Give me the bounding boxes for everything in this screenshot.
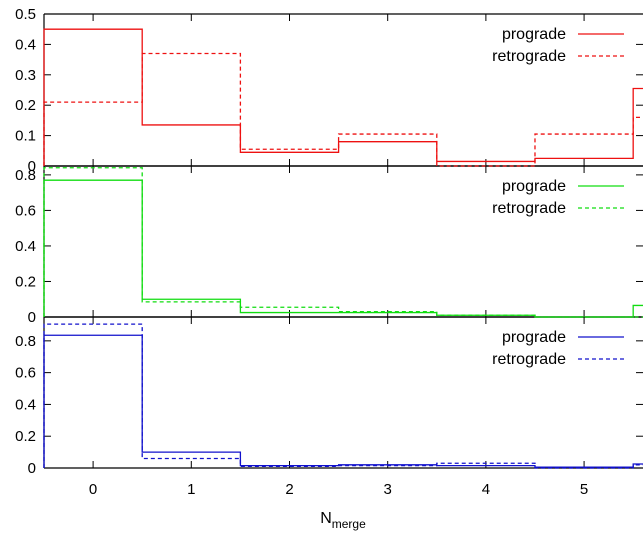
y-tick-label: 0 [28, 460, 36, 477]
panel-1: 0 0.1 0.2 0.3 0.4 0.5 prograde retrograde [15, 6, 643, 175]
y-tick-label: 0.4 [15, 36, 36, 53]
x-tick-label: 1 [187, 481, 195, 498]
y-tick-label: 0 [28, 309, 36, 326]
legend-label-retrograde: retrograde [492, 200, 566, 217]
legend-label-prograde: prograde [502, 178, 566, 195]
y-tick-label: 0.5 [15, 6, 36, 23]
legend-label-retrograde: retrograde [492, 48, 566, 65]
y-tick-label: 0.4 [15, 396, 36, 413]
y-tick-label: 0.2 [15, 428, 36, 445]
legend-label-prograde: prograde [502, 329, 566, 346]
y-tick-label: 0 [28, 158, 36, 175]
legend-label-retrograde: retrograde [492, 351, 566, 368]
y-tick-label: 0.2 [15, 97, 36, 114]
series-retrograde [43, 167, 643, 318]
y-tick-label: 0.1 [15, 128, 36, 145]
x-tick-label: 3 [384, 481, 392, 498]
series-retrograde [43, 323, 643, 469]
y-tick-label: 0.8 [15, 167, 36, 184]
series-retrograde [43, 52, 643, 167]
panel-3: 0 0.2 0.4 0.6 0.8 prograde retrograde [15, 317, 643, 477]
y-tick-label: 0.8 [15, 333, 36, 350]
x-tick-label: 5 [580, 481, 588, 498]
series-prograde [43, 334, 643, 468]
panel-2: 0 0.2 0.4 0.6 0.8 prograde retrograde [15, 166, 643, 326]
y-tick-label: 0.2 [15, 273, 36, 290]
y-tick-label: 0.4 [15, 238, 36, 255]
x-tick-label: 4 [482, 481, 490, 498]
y-tick-label: 0.6 [15, 365, 36, 382]
y-tick-label: 0.6 [15, 202, 36, 219]
legend-label-prograde: prograde [502, 26, 566, 43]
x-tick-label: 0 [89, 481, 97, 498]
x-tick-label: 2 [285, 481, 293, 498]
x-axis-label: Nmerge [320, 510, 366, 531]
y-tick-label: 0.3 [15, 67, 36, 84]
